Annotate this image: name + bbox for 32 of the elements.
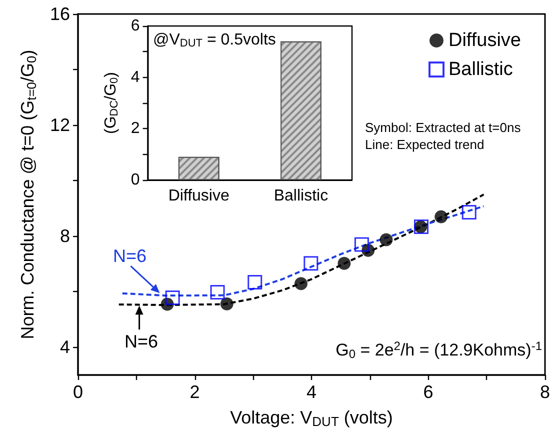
legend-label: Diffusive	[448, 30, 522, 51]
legend-label: Ballistic	[448, 59, 513, 80]
x-tick-label: 6	[423, 382, 434, 402]
y-axis-title: (GDC/G0)	[102, 72, 120, 134]
x-tick-label: 0	[72, 382, 84, 402]
point	[210, 285, 225, 300]
x-tick-label: 2	[190, 382, 200, 402]
point	[294, 277, 308, 290]
y-tick-label: 2	[130, 120, 140, 138]
y-tick-label: 6	[130, 18, 140, 34]
point	[380, 233, 393, 246]
y-tick-label: 8	[60, 226, 70, 246]
y-tick-label: 12	[50, 115, 70, 136]
y-tick-label: 4	[130, 68, 140, 86]
annotation: N=6	[124, 332, 158, 352]
x-tick-label: 4	[306, 382, 317, 402]
annotation: Line: Expected trend	[365, 137, 484, 152]
point	[248, 275, 262, 290]
y-tick-label: 16	[50, 4, 70, 24]
y-axis-title: Norm. Conductance @ t=0 (Gt=0/G0)	[18, 50, 39, 340]
y-tick-label: 0	[130, 172, 140, 188]
point	[165, 290, 180, 306]
point	[338, 256, 351, 270]
point	[434, 210, 448, 224]
point	[354, 237, 369, 252]
point	[462, 205, 476, 220]
annotation: N=6	[112, 246, 146, 266]
point	[220, 297, 234, 310]
x-tick-label: 8	[540, 382, 550, 402]
point	[304, 256, 318, 271]
y-tick-label: 4	[60, 337, 70, 358]
annotation: Symbol: Extracted at t=0ns	[365, 120, 522, 135]
